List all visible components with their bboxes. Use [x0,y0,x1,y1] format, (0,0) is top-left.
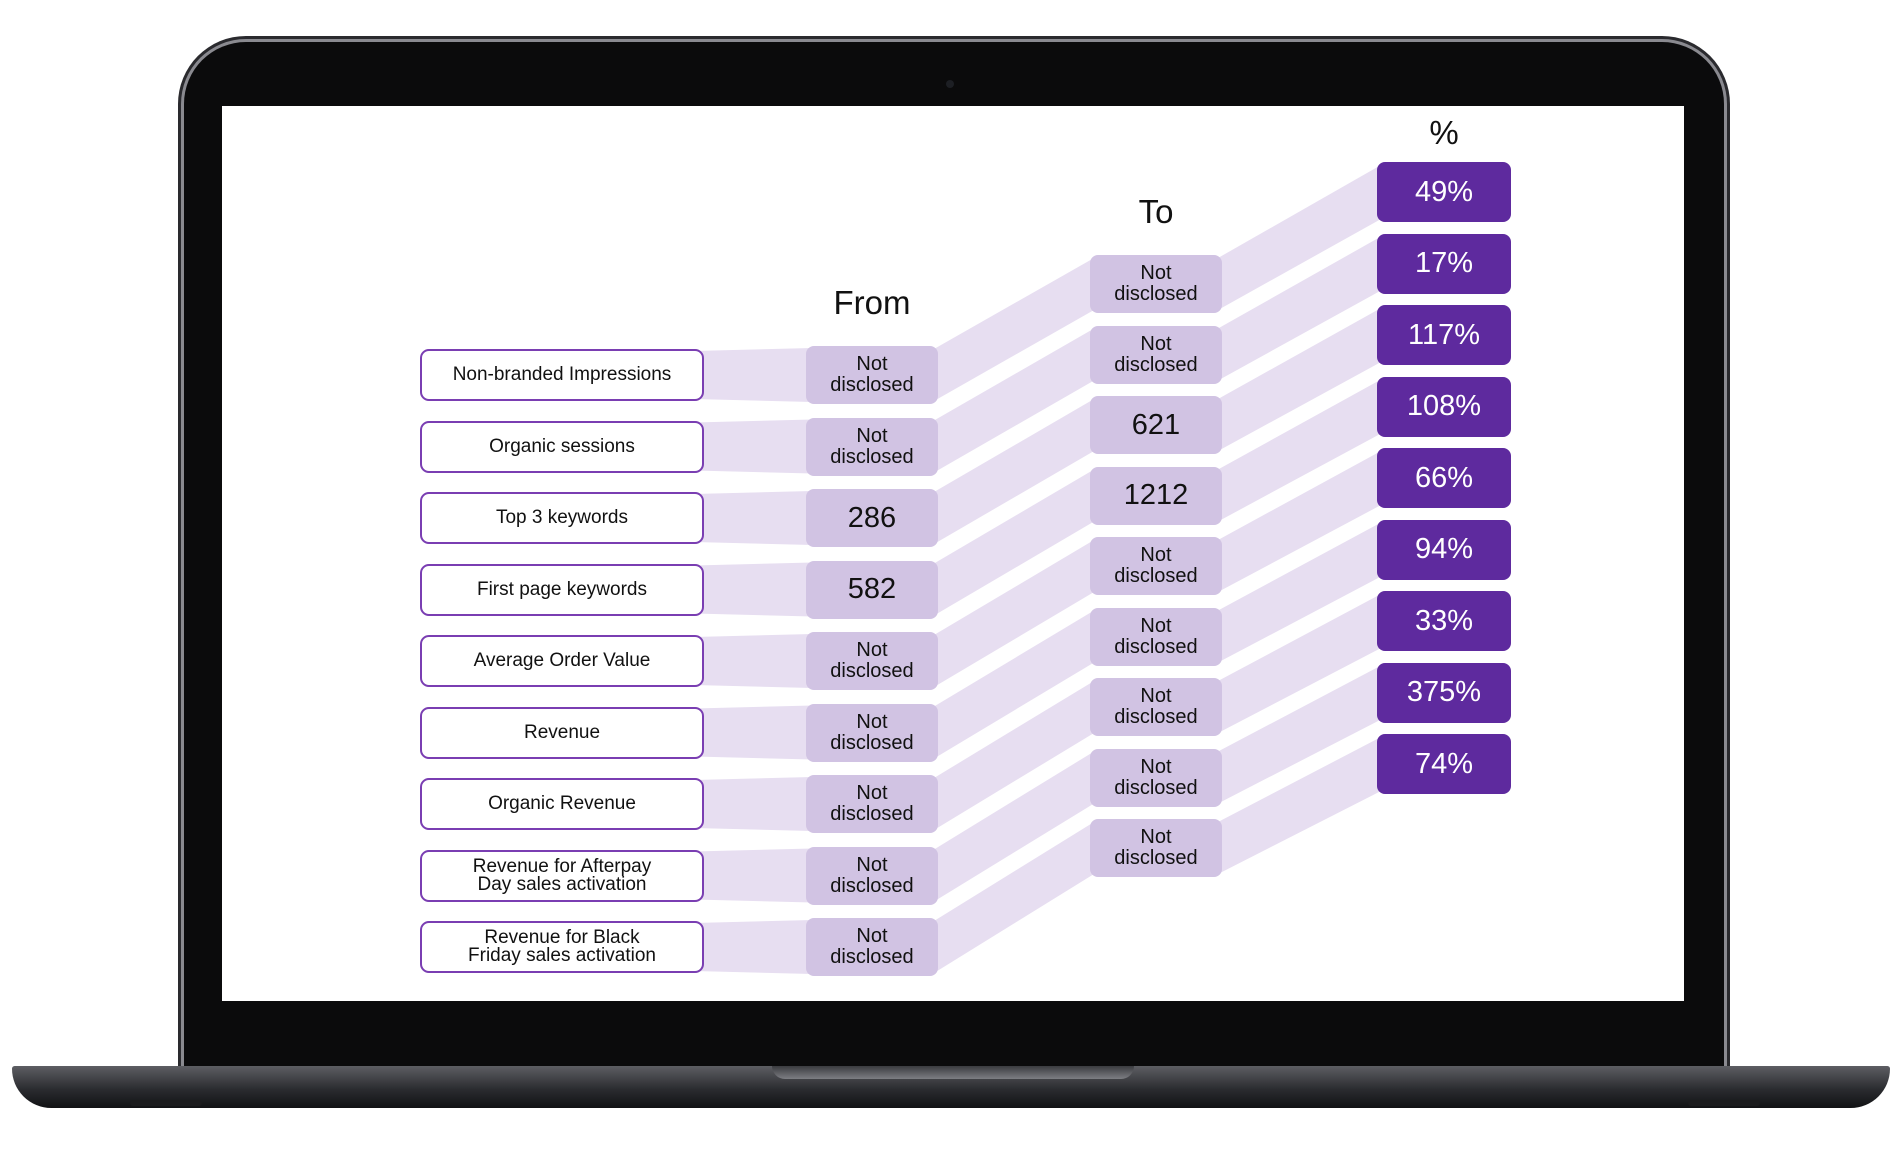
from-value-first-page-keywords: 582 [806,560,938,619]
to-value-average-order-value: Not disclosed [1090,537,1222,595]
band-from-to-to [934,328,1094,473]
percent-change-revenue-for-afterpay-day-sales-activation: 375% [1377,662,1511,723]
metric-label-revenue-for-afterpay-day-sales-activation: Revenue for Afterpay Day sales activatio… [420,849,704,902]
metric-label-revenue: Revenue [420,706,704,759]
to-value-revenue-for-afterpay-day-sales-activation: Not disclosed [1090,748,1222,807]
band-label-to-from [694,419,812,474]
band-to-to-percent [1218,522,1381,663]
camera-icon [946,80,954,88]
percent-change-organic-revenue: 33% [1377,591,1511,651]
metric-label-organic-revenue: Organic Revenue [420,778,704,830]
band-from-to-to [934,610,1094,759]
band-to-to-percent [1218,594,1381,733]
band-to-to-percent [1218,308,1381,451]
band-from-to-to [934,751,1094,902]
from-value-revenue-for-black-friday-sales-activation: Not disclosed [806,918,938,976]
band-label-to-from [694,348,812,402]
to-value-revenue-for-black-friday-sales-activation: Not disclosed [1090,819,1222,877]
band-to-to-percent [1218,737,1381,874]
laptop-screen: From To % Non-branded Impressions Not dis… [222,106,1684,1001]
band-to-to-percent [1218,665,1381,804]
to-value-first-page-keywords: 1212 [1090,466,1222,525]
to-column-header: To [1138,193,1174,230]
from-column-header: From [833,284,911,321]
metric-label-non-branded-impressions: Non-branded Impressions [420,349,704,401]
laptop-hinge-notch [772,1066,1134,1079]
percent-column-header: % [1429,114,1459,151]
flow-bands [694,165,1381,974]
percent-change-top-3-keywords: 117% [1377,305,1511,365]
band-from-to-to [934,399,1094,544]
band-label-to-from [694,491,812,545]
metric-label-first-page-keywords: First page keywords [420,563,704,616]
from-value-revenue: Not disclosed [806,703,938,762]
metric-label-revenue-for-black-friday-sales-activation: Revenue for Black Friday sales activatio… [420,921,704,973]
metric-label-organic-sessions: Organic sessions [420,420,704,473]
band-label-to-from [694,634,812,688]
percent-change-revenue-for-black-friday-sales-activation: 74% [1377,734,1511,794]
band-from-to-to [934,469,1094,616]
from-value-top-3-keywords: 286 [806,489,938,547]
percent-change-average-order-value: 66% [1377,448,1511,508]
from-value-average-order-value: Not disclosed [806,632,938,690]
percent-change-revenue: 94% [1377,519,1511,580]
band-label-to-from [694,777,812,831]
metric-label-top-3-keywords: Top 3 keywords [420,492,704,544]
band-label-to-from [694,920,812,974]
to-value-organic-revenue: Not disclosed [1090,678,1222,736]
percent-change-first-page-keywords: 108% [1377,376,1511,437]
from-value-non-branded-impressions: Not disclosed [806,346,938,404]
from-value-revenue-for-afterpay-day-sales-activation: Not disclosed [806,846,938,905]
band-label-to-from [694,562,812,617]
band-to-to-percent [1218,236,1381,381]
band-to-to-percent [1218,165,1381,310]
band-to-to-percent [1218,451,1381,592]
band-to-to-percent [1218,379,1381,522]
band-label-to-from [694,705,812,760]
band-from-to-to [934,681,1094,830]
band-from-to-to [934,822,1094,973]
laptop-foot-right [1688,1100,1760,1106]
to-value-revenue: Not disclosed [1090,607,1222,666]
percent-change-non-branded-impressions: 49% [1377,162,1511,222]
from-value-organic-sessions: Not disclosed [806,417,938,476]
to-value-non-branded-impressions: Not disclosed [1090,255,1222,313]
to-value-organic-sessions: Not disclosed [1090,325,1222,384]
band-from-to-to [934,540,1094,687]
to-value-top-3-keywords: 621 [1090,396,1222,454]
percent-change-organic-sessions: 17% [1377,233,1511,294]
from-value-organic-revenue: Not disclosed [806,775,938,833]
band-label-to-from [694,848,812,903]
band-from-to-to [934,258,1094,401]
laptop-foot-left [130,1100,202,1106]
metric-label-average-order-value: Average Order Value [420,635,704,687]
